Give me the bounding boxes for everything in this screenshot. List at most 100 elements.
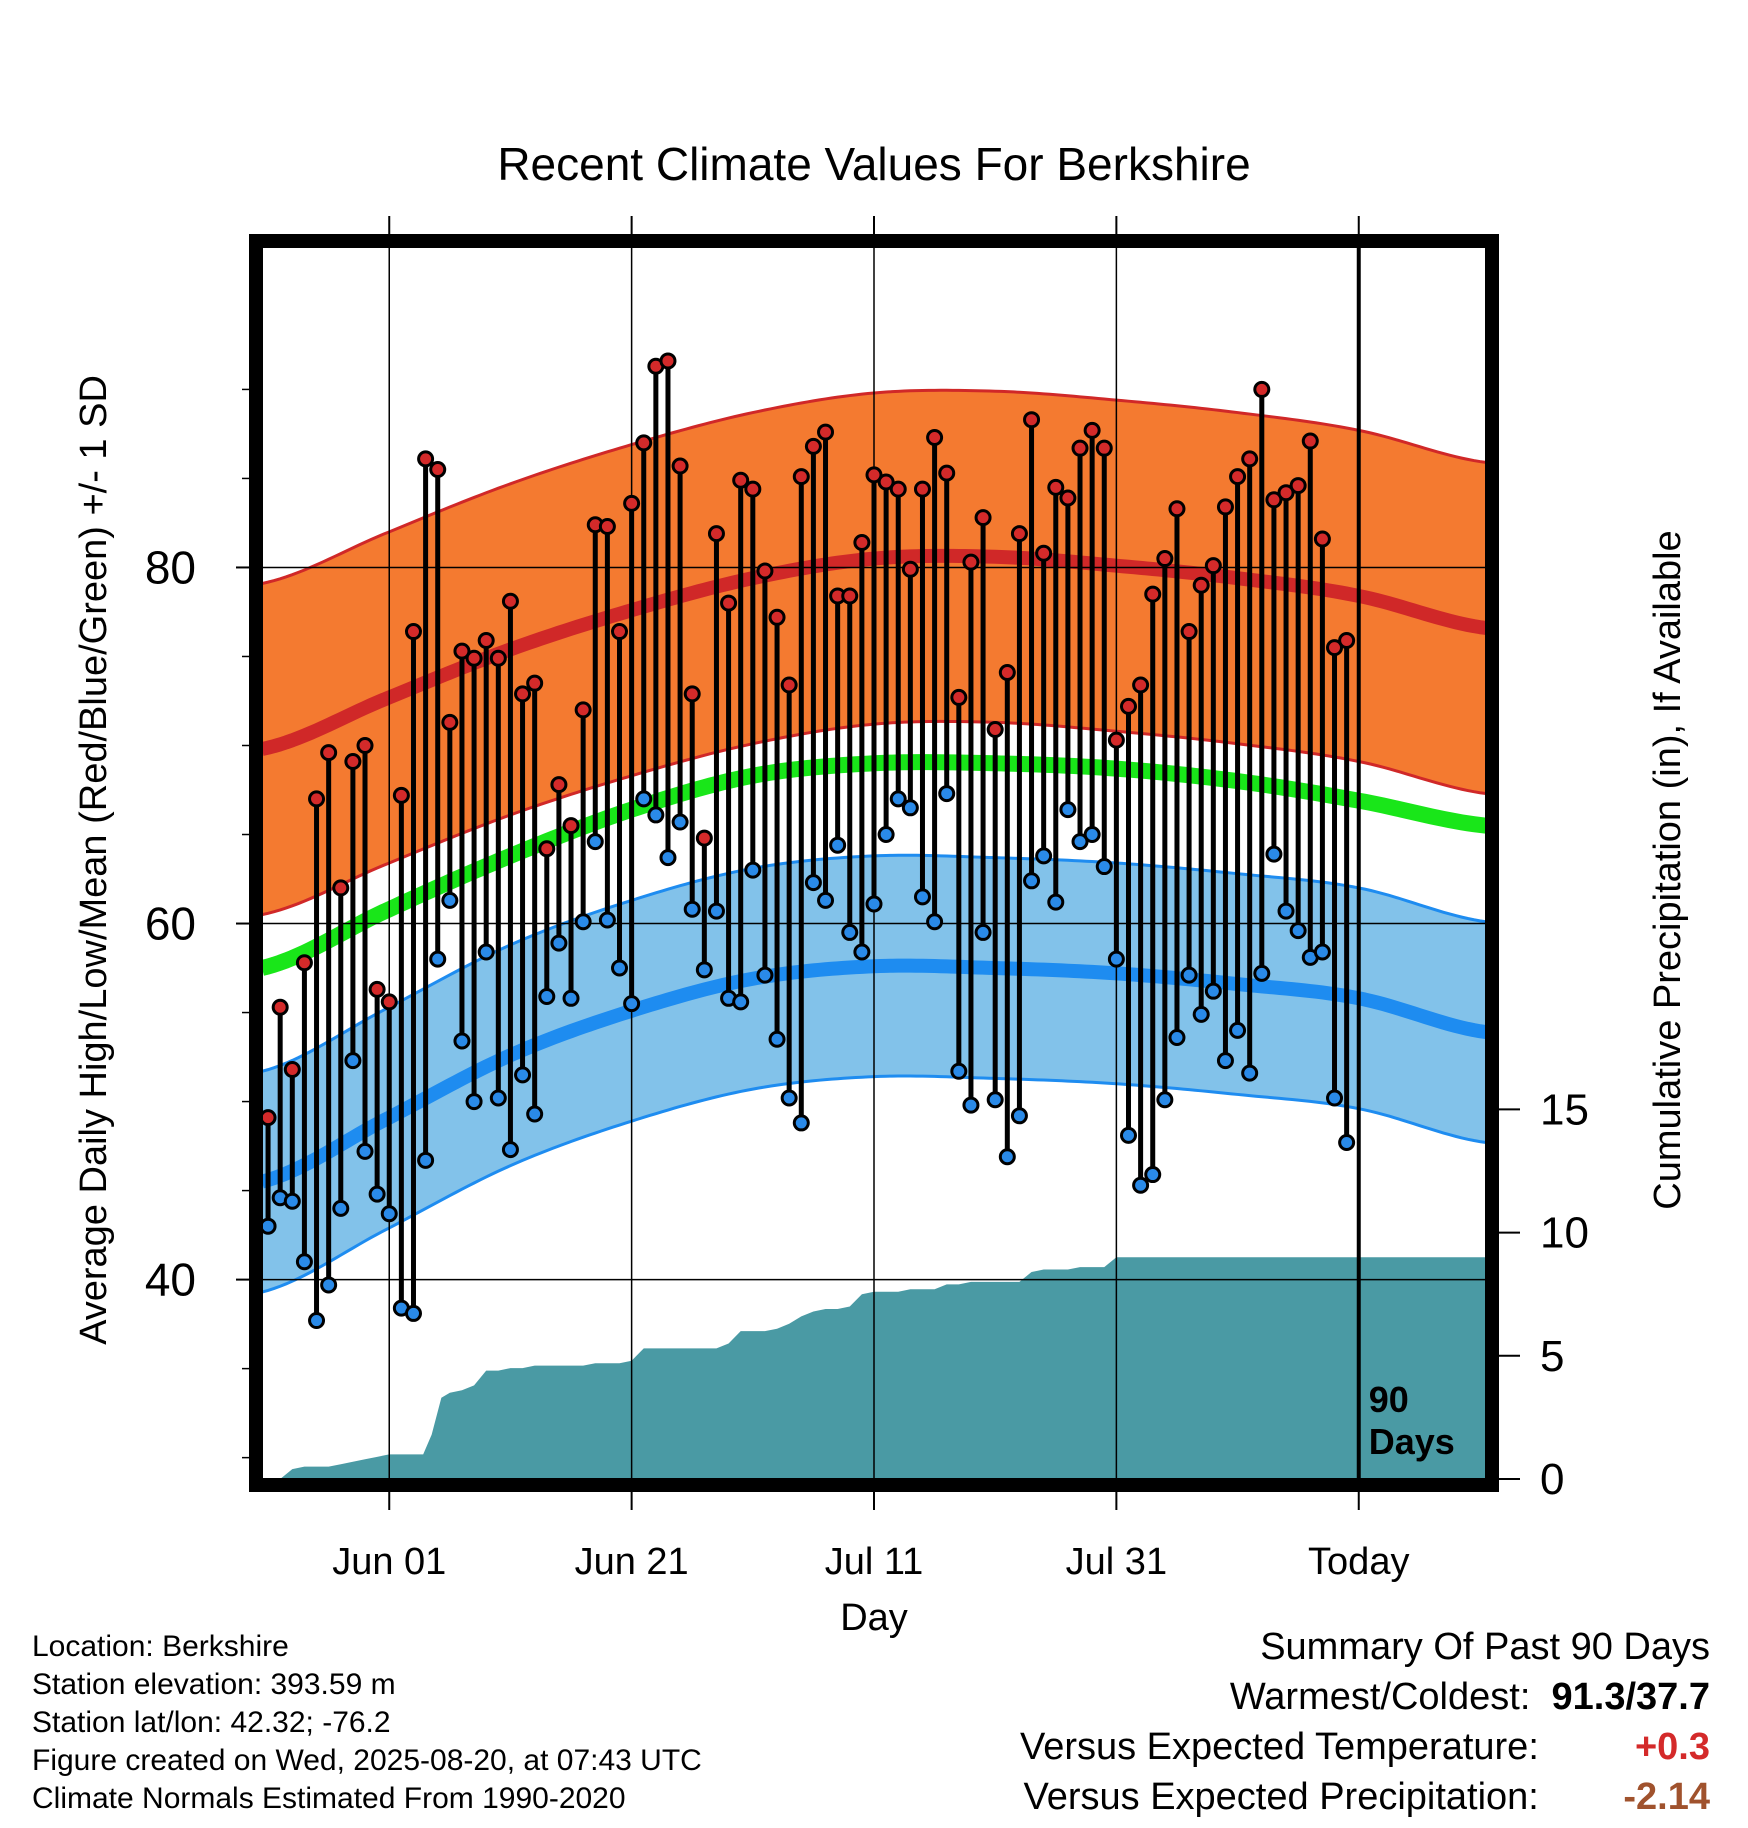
days-label-line: Days <box>1369 1421 1455 1462</box>
high-point <box>356 736 374 754</box>
x-tick-label: Today <box>1308 1541 1409 1583</box>
low-point <box>417 1151 435 1169</box>
axes: 40 60 80 0 5 10 15 Jun 01 Jun 21 Jul 11 Jul 31 Toda… <box>145 216 1589 1583</box>
low-point <box>865 895 883 913</box>
high-point <box>1277 484 1295 502</box>
high-point <box>259 1109 277 1127</box>
low-point <box>308 1312 326 1330</box>
high-point <box>1023 411 1041 429</box>
low-point <box>756 966 774 984</box>
low-point <box>974 923 992 941</box>
high-point <box>841 587 859 605</box>
high-point <box>1180 623 1198 641</box>
high-point <box>1313 530 1331 548</box>
high-point <box>744 480 762 498</box>
high-point <box>1010 525 1028 543</box>
high-point <box>623 494 641 512</box>
warm-cold-value: 91.3/37.7 <box>1551 1676 1710 1718</box>
low-point <box>489 1089 507 1107</box>
low-point <box>913 888 931 906</box>
low-point <box>780 1089 798 1107</box>
low-point <box>259 1217 277 1235</box>
y-tick-label: 40 <box>145 1254 196 1306</box>
high-point <box>792 468 810 486</box>
low-point <box>1144 1166 1162 1184</box>
low-point <box>586 833 604 851</box>
high-point <box>1047 478 1065 496</box>
summary-panel: Summary Of Past 90 Days Warmest/Coldest:… <box>1020 1622 1710 1822</box>
low-point <box>938 785 956 803</box>
low-point <box>671 813 689 831</box>
low-point <box>1010 1107 1028 1125</box>
low-point <box>1326 1089 1344 1107</box>
high-point <box>913 480 931 498</box>
high-point <box>477 631 495 649</box>
high-point <box>271 998 289 1016</box>
high-point <box>1216 498 1234 516</box>
low-point <box>901 799 919 817</box>
high-point <box>1241 450 1259 468</box>
high-point <box>1192 576 1210 594</box>
low-point <box>877 826 895 844</box>
normals-text: Climate Normals Estimated From 1990-2020 <box>32 1782 626 1815</box>
low-point <box>962 1096 980 1114</box>
high-point <box>877 473 895 491</box>
y2-axis-label: Cumulative Precipitation (in), If Availa… <box>1647 530 1689 1209</box>
high-point <box>332 879 350 897</box>
low-point <box>841 923 859 941</box>
high-point <box>489 649 507 667</box>
high-point <box>1253 380 1271 398</box>
high-point <box>538 840 556 858</box>
high-point <box>1326 639 1344 657</box>
low-point <box>1168 1028 1186 1046</box>
high-point <box>817 423 835 441</box>
high-point <box>598 518 616 536</box>
x-tick-label: Jul 31 <box>1066 1541 1167 1583</box>
low-point <box>744 861 762 879</box>
warm-cold-label: Warmest/Coldest: <box>1229 1676 1531 1718</box>
low-point <box>283 1192 301 1210</box>
precip-value: -2.14 <box>1623 1776 1710 1818</box>
days-label: 90 Days <box>1369 1379 1455 1462</box>
high-point <box>562 817 580 835</box>
low-point <box>1119 1126 1137 1144</box>
high-point <box>974 509 992 527</box>
low-point <box>332 1199 350 1217</box>
low-point <box>889 790 907 808</box>
high-point <box>344 753 362 771</box>
high-point <box>780 676 798 694</box>
low-point <box>598 911 616 929</box>
low-point <box>659 849 677 867</box>
high-point <box>1229 468 1247 486</box>
low-point <box>950 1062 968 1080</box>
high-point <box>514 685 532 703</box>
high-point <box>671 457 689 475</box>
station-info: Location: Berkshire Station elevation: 3… <box>32 1628 702 1818</box>
high-point <box>635 434 653 452</box>
high-point <box>986 720 1004 738</box>
high-point <box>1095 439 1113 457</box>
low-point <box>1132 1176 1150 1194</box>
low-point <box>562 989 580 1007</box>
high-point <box>1204 557 1222 575</box>
low-point <box>1253 964 1271 982</box>
low-point <box>792 1114 810 1132</box>
high-point <box>950 688 968 706</box>
y2-tick-label: 10 <box>1540 1209 1589 1258</box>
high-point <box>1132 676 1150 694</box>
high-point <box>756 562 774 580</box>
low-point <box>1289 922 1307 940</box>
y2-tick-label: 5 <box>1540 1332 1564 1381</box>
data-marks <box>259 352 1356 1330</box>
high-point <box>1083 421 1101 439</box>
low-point <box>1059 801 1077 819</box>
low-point <box>404 1304 422 1322</box>
low-point <box>1216 1052 1234 1070</box>
high-point <box>683 685 701 703</box>
high-point <box>720 594 738 612</box>
high-point <box>295 954 313 972</box>
high-point <box>889 480 907 498</box>
high-point <box>320 744 338 762</box>
low-point <box>477 943 495 961</box>
